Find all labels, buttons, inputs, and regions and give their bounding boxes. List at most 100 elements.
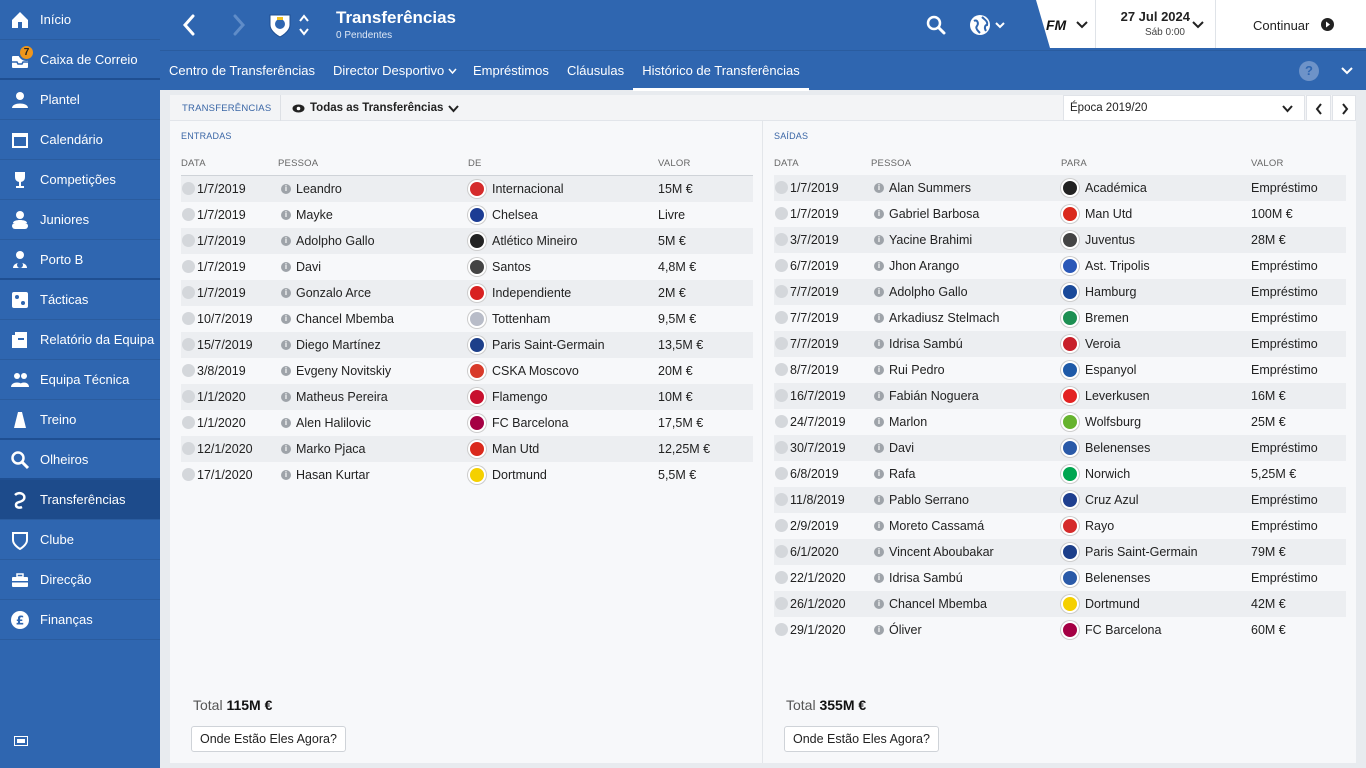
club-name[interactable]: Norwich bbox=[1085, 467, 1131, 481]
column-person[interactable]: PESSOA bbox=[871, 158, 912, 169]
sidebar-item-finances[interactable]: £ Finanças bbox=[0, 600, 160, 640]
table-row[interactable]: 17/1/2020 i Hasan Kurtar Dortmund 5,5M € bbox=[181, 462, 753, 488]
club-name[interactable]: Santos bbox=[492, 260, 531, 274]
sidebar-item-search[interactable]: Olheiros bbox=[0, 440, 160, 480]
info-icon[interactable]: i bbox=[874, 391, 884, 401]
player-name[interactable]: Davi bbox=[889, 441, 915, 455]
club-name[interactable]: Paris Saint-Germain bbox=[492, 338, 605, 352]
world-menu-button[interactable] bbox=[968, 13, 1008, 37]
player-name[interactable]: Moreto Cassamá bbox=[889, 519, 985, 533]
sidebar-item-reserve-team[interactable]: Porto B bbox=[0, 240, 160, 280]
info-icon[interactable]: i bbox=[281, 184, 291, 194]
player-name[interactable]: Vincent Aboubakar bbox=[889, 545, 994, 559]
club-name[interactable]: Rayo bbox=[1085, 519, 1115, 533]
info-icon[interactable]: i bbox=[874, 235, 884, 245]
table-row[interactable]: 10/7/2019 i Chancel Mbemba Tottenham 9,5M € bbox=[181, 306, 753, 332]
player-name[interactable]: Alan Summers bbox=[889, 181, 971, 195]
sidebar-item-youth[interactable]: Juniores bbox=[0, 200, 160, 240]
player-name[interactable]: Mayke bbox=[296, 208, 333, 222]
club-name[interactable]: Flamengo bbox=[492, 390, 548, 404]
player-name[interactable]: Marlon bbox=[889, 415, 928, 429]
date-chevron-icon[interactable] bbox=[1192, 20, 1204, 30]
table-row[interactable]: 30/7/2019 i Davi Belenenses Empréstimo bbox=[774, 435, 1346, 461]
player-name[interactable]: Hasan Kurtar bbox=[296, 468, 370, 482]
where-are-they-now-button[interactable]: Onde Estão Eles Agora? bbox=[784, 726, 939, 752]
player-name[interactable]: Adolpho Gallo bbox=[889, 285, 968, 299]
player-name[interactable]: Marko Pjaca bbox=[296, 442, 366, 456]
sidebar-item-staff[interactable]: Equipa Técnica bbox=[0, 360, 160, 400]
club-name[interactable]: Bremen bbox=[1085, 311, 1129, 325]
table-row[interactable]: 1/7/2019 i Gabriel Barbosa Man Utd 100M € bbox=[774, 201, 1346, 227]
where-are-they-now-button[interactable]: Onde Estão Eles Agora? bbox=[191, 726, 346, 752]
club-name[interactable]: Man Utd bbox=[492, 442, 540, 456]
player-name[interactable]: Pablo Serrano bbox=[889, 493, 969, 507]
help-icon[interactable]: ? bbox=[1299, 61, 1319, 81]
club-name[interactable]: Chelsea bbox=[492, 208, 538, 222]
table-row[interactable]: 12/1/2020 i Marko Pjaca Man Utd 12,25M € bbox=[181, 436, 753, 462]
table-row[interactable]: 1/7/2019 i Leandro Internacional 15M € bbox=[181, 176, 753, 202]
sidebar-item-trophy[interactable]: Competições bbox=[0, 160, 160, 200]
sidebar-item-tactics[interactable]: Tácticas bbox=[0, 280, 160, 320]
player-name[interactable]: Alen Halilovic bbox=[296, 416, 372, 430]
club-name[interactable]: Hamburg bbox=[1085, 285, 1137, 299]
player-name[interactable]: Idrisa Sambú bbox=[889, 571, 963, 585]
player-name[interactable]: Rafa bbox=[889, 467, 916, 481]
club-name[interactable]: FC Barcelona bbox=[1085, 623, 1162, 637]
column-date[interactable]: DATA bbox=[181, 158, 206, 169]
info-icon[interactable]: i bbox=[874, 547, 884, 557]
player-name[interactable]: Fabián Noguera bbox=[889, 389, 979, 403]
club-name[interactable]: Juventus bbox=[1085, 233, 1136, 247]
table-row[interactable]: 1/7/2019 i Davi Santos 4,8M € bbox=[181, 254, 753, 280]
info-icon[interactable]: i bbox=[874, 209, 884, 219]
club-name[interactable]: Man Utd bbox=[1085, 207, 1133, 221]
table-row[interactable]: 24/7/2019 i Marlon Wolfsburg 25M € bbox=[774, 409, 1346, 435]
table-row[interactable]: 1/7/2019 i Mayke Chelsea Livre bbox=[181, 202, 753, 228]
club-name[interactable]: Dortmund bbox=[1085, 597, 1140, 611]
table-row[interactable]: 7/7/2019 i Arkadiusz Stelmach Bremen Emprést… bbox=[774, 305, 1346, 331]
table-row[interactable]: 1/7/2019 i Adolpho Gallo Atlético Mineiro 5M… bbox=[181, 228, 753, 254]
forward-arrow-icon[interactable] bbox=[232, 14, 246, 36]
table-row[interactable]: 11/8/2019 i Pablo Serrano Cruz Azul Emprésti… bbox=[774, 487, 1346, 513]
club-name[interactable]: Ast. Tripolis bbox=[1085, 259, 1150, 273]
player-name[interactable]: Gabriel Barbosa bbox=[889, 207, 980, 221]
club-name[interactable]: Tottenham bbox=[492, 312, 551, 326]
info-icon[interactable]: i bbox=[281, 392, 291, 402]
club-switch-icon[interactable] bbox=[298, 12, 310, 38]
club-name[interactable]: Espanyol bbox=[1085, 363, 1137, 377]
view-filter-dropdown[interactable]: Todas as Transferências bbox=[292, 95, 462, 121]
club-name[interactable]: Independiente bbox=[492, 286, 572, 300]
table-row[interactable]: 8/7/2019 i Rui Pedro Espanyol Empréstimo bbox=[774, 357, 1346, 383]
info-icon[interactable]: i bbox=[281, 210, 291, 220]
column-to[interactable]: PARA bbox=[1061, 158, 1087, 169]
sidebar-item-inbox[interactable]: 7 Caixa de Correio bbox=[0, 40, 160, 80]
info-icon[interactable]: i bbox=[281, 314, 291, 324]
info-icon[interactable]: i bbox=[281, 340, 291, 350]
player-name[interactable]: Chancel Mbemba bbox=[889, 597, 987, 611]
club-name[interactable]: Veroia bbox=[1085, 337, 1121, 351]
info-icon[interactable]: i bbox=[874, 599, 884, 609]
table-row[interactable]: 6/8/2019 i Rafa Norwich 5,25M € bbox=[774, 461, 1346, 487]
table-row[interactable]: 22/1/2020 i Idrisa Sambú Belenenses Emprésti… bbox=[774, 565, 1346, 591]
info-icon[interactable]: i bbox=[874, 625, 884, 635]
info-icon[interactable]: i bbox=[874, 365, 884, 375]
player-name[interactable]: Adolpho Gallo bbox=[296, 234, 375, 248]
table-row[interactable]: 1/7/2019 i Alan Summers Académica Empréstimo bbox=[774, 175, 1346, 201]
info-icon[interactable]: i bbox=[874, 339, 884, 349]
table-row[interactable]: 6/7/2019 i Jhon Arango Ast. Tripolis Emprést… bbox=[774, 253, 1346, 279]
player-name[interactable]: Gonzalo Arce bbox=[296, 286, 372, 300]
info-icon[interactable]: i bbox=[874, 261, 884, 271]
fm-menu-chevron-icon[interactable] bbox=[1076, 20, 1088, 30]
info-icon[interactable]: i bbox=[281, 262, 291, 272]
table-row[interactable]: 1/7/2019 i Gonzalo Arce Independiente 2M € bbox=[181, 280, 753, 306]
tab-transfer-centre[interactable]: Centro de Transferências bbox=[169, 63, 315, 78]
player-name[interactable]: Diego Martínez bbox=[296, 338, 381, 352]
club-name[interactable]: Wolfsburg bbox=[1085, 415, 1142, 429]
info-icon[interactable]: i bbox=[281, 418, 291, 428]
column-from[interactable]: DE bbox=[468, 158, 482, 169]
nav-more-chevron-icon[interactable] bbox=[1341, 66, 1353, 76]
tab-loans[interactable]: Empréstimos bbox=[473, 63, 549, 78]
back-arrow-icon[interactable] bbox=[182, 14, 196, 36]
sidebar-item-home[interactable]: Início bbox=[0, 0, 160, 40]
club-name[interactable]: Internacional bbox=[492, 182, 564, 196]
next-season-button[interactable] bbox=[1332, 95, 1356, 121]
